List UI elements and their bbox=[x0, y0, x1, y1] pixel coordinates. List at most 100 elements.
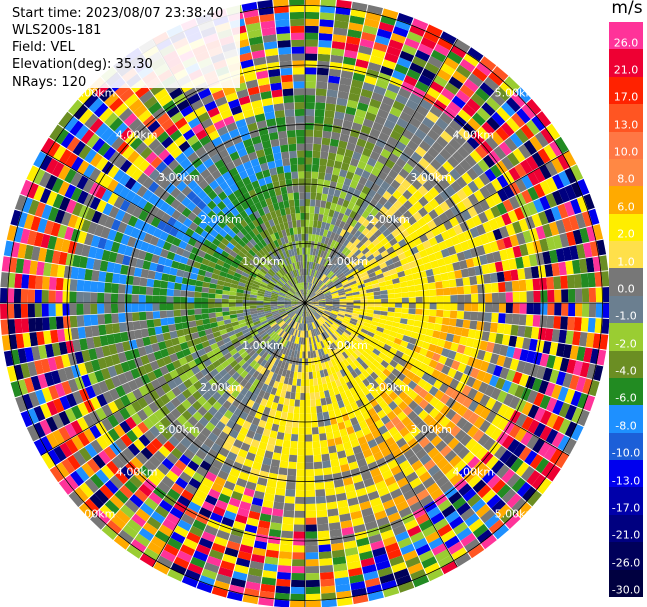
velocity-bin bbox=[414, 284, 423, 292]
velocity-bin bbox=[498, 313, 506, 324]
velocity-bin bbox=[409, 62, 424, 75]
velocity-bin bbox=[309, 268, 313, 276]
velocity-bin bbox=[302, 351, 305, 359]
velocity-bin bbox=[551, 157, 564, 174]
velocity-bin bbox=[320, 316, 327, 322]
velocity-bin bbox=[411, 18, 429, 31]
velocity-bin bbox=[187, 303, 195, 310]
velocity-bin bbox=[90, 314, 99, 326]
velocity-bin bbox=[325, 300, 333, 302]
velocity-bin bbox=[547, 289, 555, 303]
velocity-bin bbox=[554, 303, 562, 316]
velocity-bin bbox=[201, 313, 210, 320]
velocity-bin bbox=[319, 433, 327, 441]
velocity-bin bbox=[390, 273, 399, 280]
velocity-bin bbox=[337, 346, 345, 354]
velocity-bin bbox=[478, 303, 486, 312]
velocity-bin bbox=[335, 204, 342, 213]
velocity-bin bbox=[332, 297, 340, 300]
velocity-bin bbox=[336, 243, 343, 251]
velocity-bin bbox=[315, 102, 326, 110]
velocity-bin bbox=[371, 167, 381, 177]
velocity-bin bbox=[331, 294, 339, 298]
velocity-bin bbox=[309, 385, 315, 393]
velocity-bin bbox=[398, 87, 412, 99]
velocity-bin bbox=[397, 345, 407, 353]
velocity-bin bbox=[573, 360, 583, 376]
velocity-bin bbox=[357, 494, 370, 504]
velocity-bin bbox=[485, 96, 501, 112]
velocity-bin bbox=[323, 368, 329, 377]
velocity-bin bbox=[345, 106, 357, 116]
velocity-bin bbox=[313, 143, 322, 152]
velocity-bin bbox=[320, 571, 334, 580]
velocity-bin bbox=[538, 380, 549, 395]
velocity-bin bbox=[317, 256, 323, 265]
velocity-bin bbox=[355, 487, 368, 497]
velocity-bin bbox=[398, 391, 408, 401]
velocity-bin bbox=[485, 136, 499, 150]
velocity-bin bbox=[477, 484, 492, 499]
velocity-bin bbox=[432, 216, 443, 227]
velocity-bin bbox=[476, 245, 486, 256]
velocity-bin bbox=[440, 130, 453, 143]
velocity-bin bbox=[311, 296, 318, 301]
velocity-bin bbox=[381, 579, 398, 591]
velocity-bin bbox=[601, 318, 610, 334]
velocity-bin bbox=[364, 250, 373, 258]
velocity-bin bbox=[512, 221, 523, 234]
velocity-bin bbox=[401, 179, 412, 190]
velocity-bin bbox=[98, 271, 107, 282]
velocity-bin bbox=[305, 226, 309, 234]
velocity-bin bbox=[360, 296, 368, 300]
velocity-bin bbox=[320, 250, 325, 258]
velocity-bin bbox=[407, 356, 417, 365]
velocity-bin bbox=[444, 143, 457, 156]
velocity-bin bbox=[305, 517, 317, 525]
velocity-bin bbox=[131, 303, 139, 313]
velocity-bin bbox=[516, 360, 526, 373]
velocity-bin bbox=[208, 308, 216, 314]
velocity-bin bbox=[579, 332, 588, 347]
velocity-bin bbox=[311, 301, 319, 303]
velocity-bin bbox=[346, 233, 354, 242]
velocity-bin bbox=[337, 385, 345, 394]
velocity-bin bbox=[525, 279, 534, 291]
velocity-bin bbox=[355, 262, 363, 269]
velocity-bin bbox=[512, 291, 520, 303]
velocity-bin bbox=[360, 361, 369, 370]
velocity-bin bbox=[359, 311, 367, 316]
velocity-bin bbox=[215, 289, 223, 295]
velocity-bin bbox=[373, 229, 383, 238]
velocity-bin bbox=[396, 57, 412, 69]
velocity-bin bbox=[343, 283, 351, 288]
velocity-bin bbox=[305, 81, 316, 89]
velocity-bin bbox=[429, 309, 437, 317]
velocity-bin bbox=[382, 190, 392, 201]
velocity-bin bbox=[309, 323, 313, 331]
velocity-bin bbox=[97, 314, 106, 325]
velocity-bin bbox=[400, 286, 409, 293]
velocity-bin bbox=[473, 176, 485, 190]
velocity-bin bbox=[366, 242, 375, 251]
velocity-bin bbox=[364, 520, 378, 531]
velocity-bin bbox=[321, 599, 337, 607]
velocity-bin bbox=[533, 183, 546, 198]
velocity-bin bbox=[484, 384, 495, 397]
velocity-bin bbox=[328, 145, 338, 154]
velocity-bin bbox=[499, 449, 513, 464]
velocity-bin bbox=[314, 392, 321, 400]
velocity-bin bbox=[461, 172, 473, 185]
velocity-bin bbox=[355, 322, 364, 329]
velocity-bin bbox=[139, 320, 148, 329]
velocity-bin bbox=[447, 437, 460, 450]
velocity-bin bbox=[378, 372, 388, 382]
velocity-bin bbox=[397, 328, 406, 335]
velocity-bin bbox=[249, 303, 257, 306]
velocity-bin bbox=[354, 325, 362, 332]
velocity-bin bbox=[413, 320, 422, 328]
velocity-bin bbox=[312, 440, 321, 449]
velocity-bin bbox=[346, 303, 354, 306]
velocity-bin bbox=[274, 599, 290, 607]
velocity-bin bbox=[557, 203, 569, 219]
